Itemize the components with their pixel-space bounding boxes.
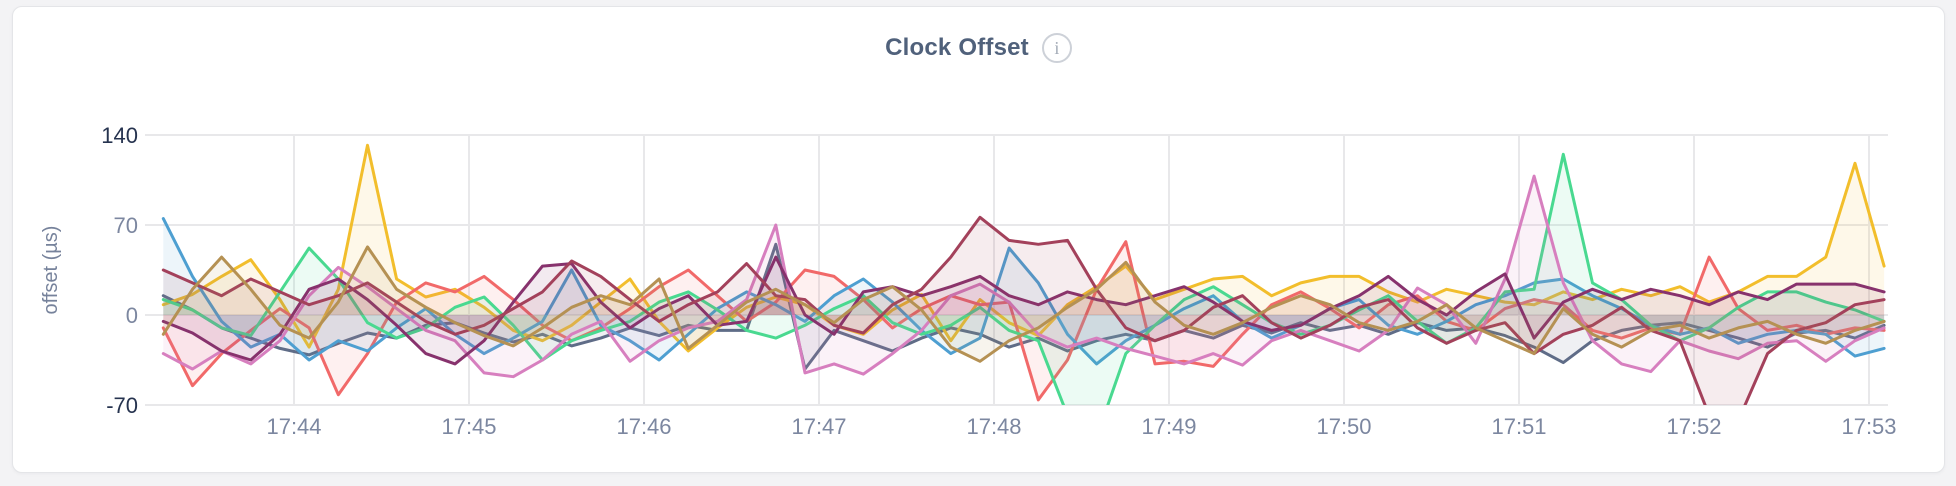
x-tick-label: 17:44 xyxy=(266,414,321,439)
series-area-series-7 xyxy=(163,257,1885,364)
x-tick-label: 17:52 xyxy=(1666,414,1721,439)
series-series-9 xyxy=(161,245,1886,363)
series-line-series-7 xyxy=(161,255,1886,366)
axis-tick-labels: 140 70 0 -70 17:44 17:45 17:46 17:47 17:48 17:49 1… xyxy=(101,123,1896,439)
series-area-series-8 xyxy=(163,217,1885,405)
series-series-6 xyxy=(161,174,1886,379)
series-line-series-9 xyxy=(161,245,1886,363)
series-area-series-3 xyxy=(163,241,1885,400)
series-series-3 xyxy=(161,240,1886,402)
y-tick-label: 140 xyxy=(101,123,138,148)
x-tick-label: 17:50 xyxy=(1316,414,1371,439)
series-series-7 xyxy=(161,255,1886,366)
x-tick-label: 17:48 xyxy=(966,414,1021,439)
info-icon-glyph: i xyxy=(1054,38,1060,58)
x-tick-label: 17:47 xyxy=(791,414,846,439)
info-icon[interactable]: i xyxy=(1041,33,1072,63)
y-tick-label: 0 xyxy=(126,303,138,328)
series-series-4 xyxy=(161,217,1886,366)
series-area-series-1 xyxy=(163,244,1885,369)
chart-header: Clock Offset i xyxy=(13,33,1944,63)
x-tick-label: 17:53 xyxy=(1841,414,1896,439)
series-line-series-8 xyxy=(161,215,1886,405)
x-tick-label: 17:45 xyxy=(441,414,496,439)
series-line-series-1 xyxy=(161,242,1886,371)
series-line-series-4 xyxy=(161,217,1886,366)
clock-offset-card: Clock Offset i 140 70 0 -70 17:44 17:45 17:46 1… xyxy=(12,6,1945,473)
chart-title: Clock Offset xyxy=(885,34,1029,61)
series-series-1 xyxy=(161,242,1886,371)
x-tick-label: 17:49 xyxy=(1141,414,1196,439)
series-area-series-4 xyxy=(163,218,1885,364)
series-line-series-6 xyxy=(161,174,1886,379)
series-area-series-6 xyxy=(163,176,1885,377)
x-tick-label: 17:46 xyxy=(616,414,671,439)
gridlines xyxy=(145,134,1888,406)
y-tick-label: 70 xyxy=(114,213,138,238)
series-area-series-2 xyxy=(163,145,1885,351)
clock-offset-chart[interactable]: 140 70 0 -70 17:44 17:45 17:46 17:47 17:48 17:49 1… xyxy=(13,7,1944,472)
series-line-series-3 xyxy=(161,240,1886,402)
x-tick-label: 17:51 xyxy=(1491,414,1546,439)
series-series-8 xyxy=(161,215,1886,405)
series-lines xyxy=(161,143,1886,405)
y-tick-label: -70 xyxy=(106,393,138,418)
series-area-series-5 xyxy=(163,154,1885,405)
y-axis-title: offset (µs) xyxy=(40,226,62,315)
